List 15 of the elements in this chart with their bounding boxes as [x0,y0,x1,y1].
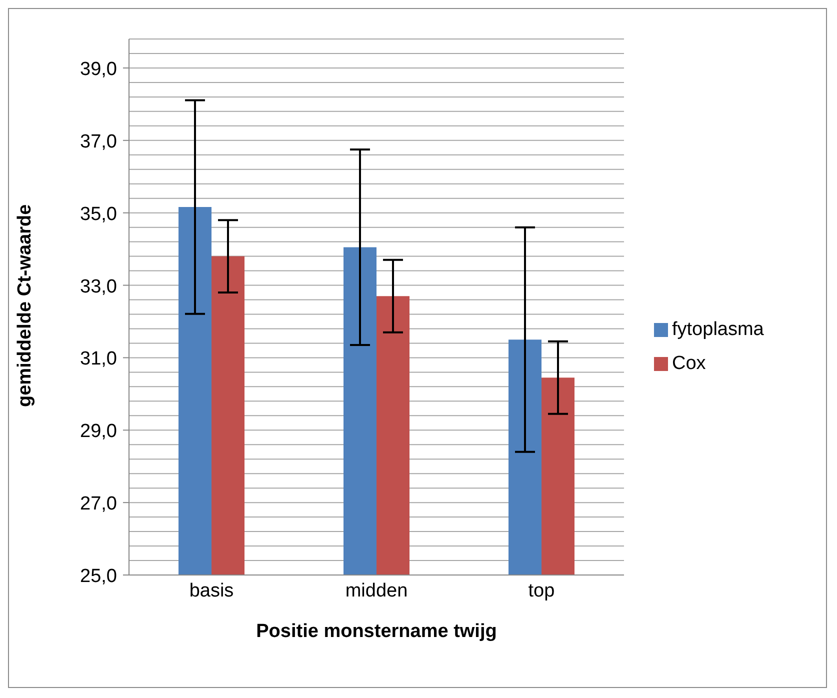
y-tick-label: 33,0 [80,276,117,298]
y-tick-label: 29,0 [80,421,117,442]
x-tick-label: basis [189,580,234,602]
y-tick-label: 27,0 [80,494,117,515]
legend-label: Cox [672,353,706,374]
y-axis-title: gemiddelde Ct-waarde [14,204,36,407]
y-tick-label: 25,0 [80,566,117,587]
x-axis-title: Positie monstername twijg [256,621,497,642]
y-tick-label: 35,0 [80,204,117,225]
y-tick-label: 39,0 [80,58,117,80]
x-tick-label: top [528,580,555,602]
y-tick-label: 37,0 [80,131,117,152]
y-tick-label: 31,0 [80,348,117,370]
x-tick-label: midden [345,580,408,602]
legend-label: fytoplasma [672,319,764,340]
